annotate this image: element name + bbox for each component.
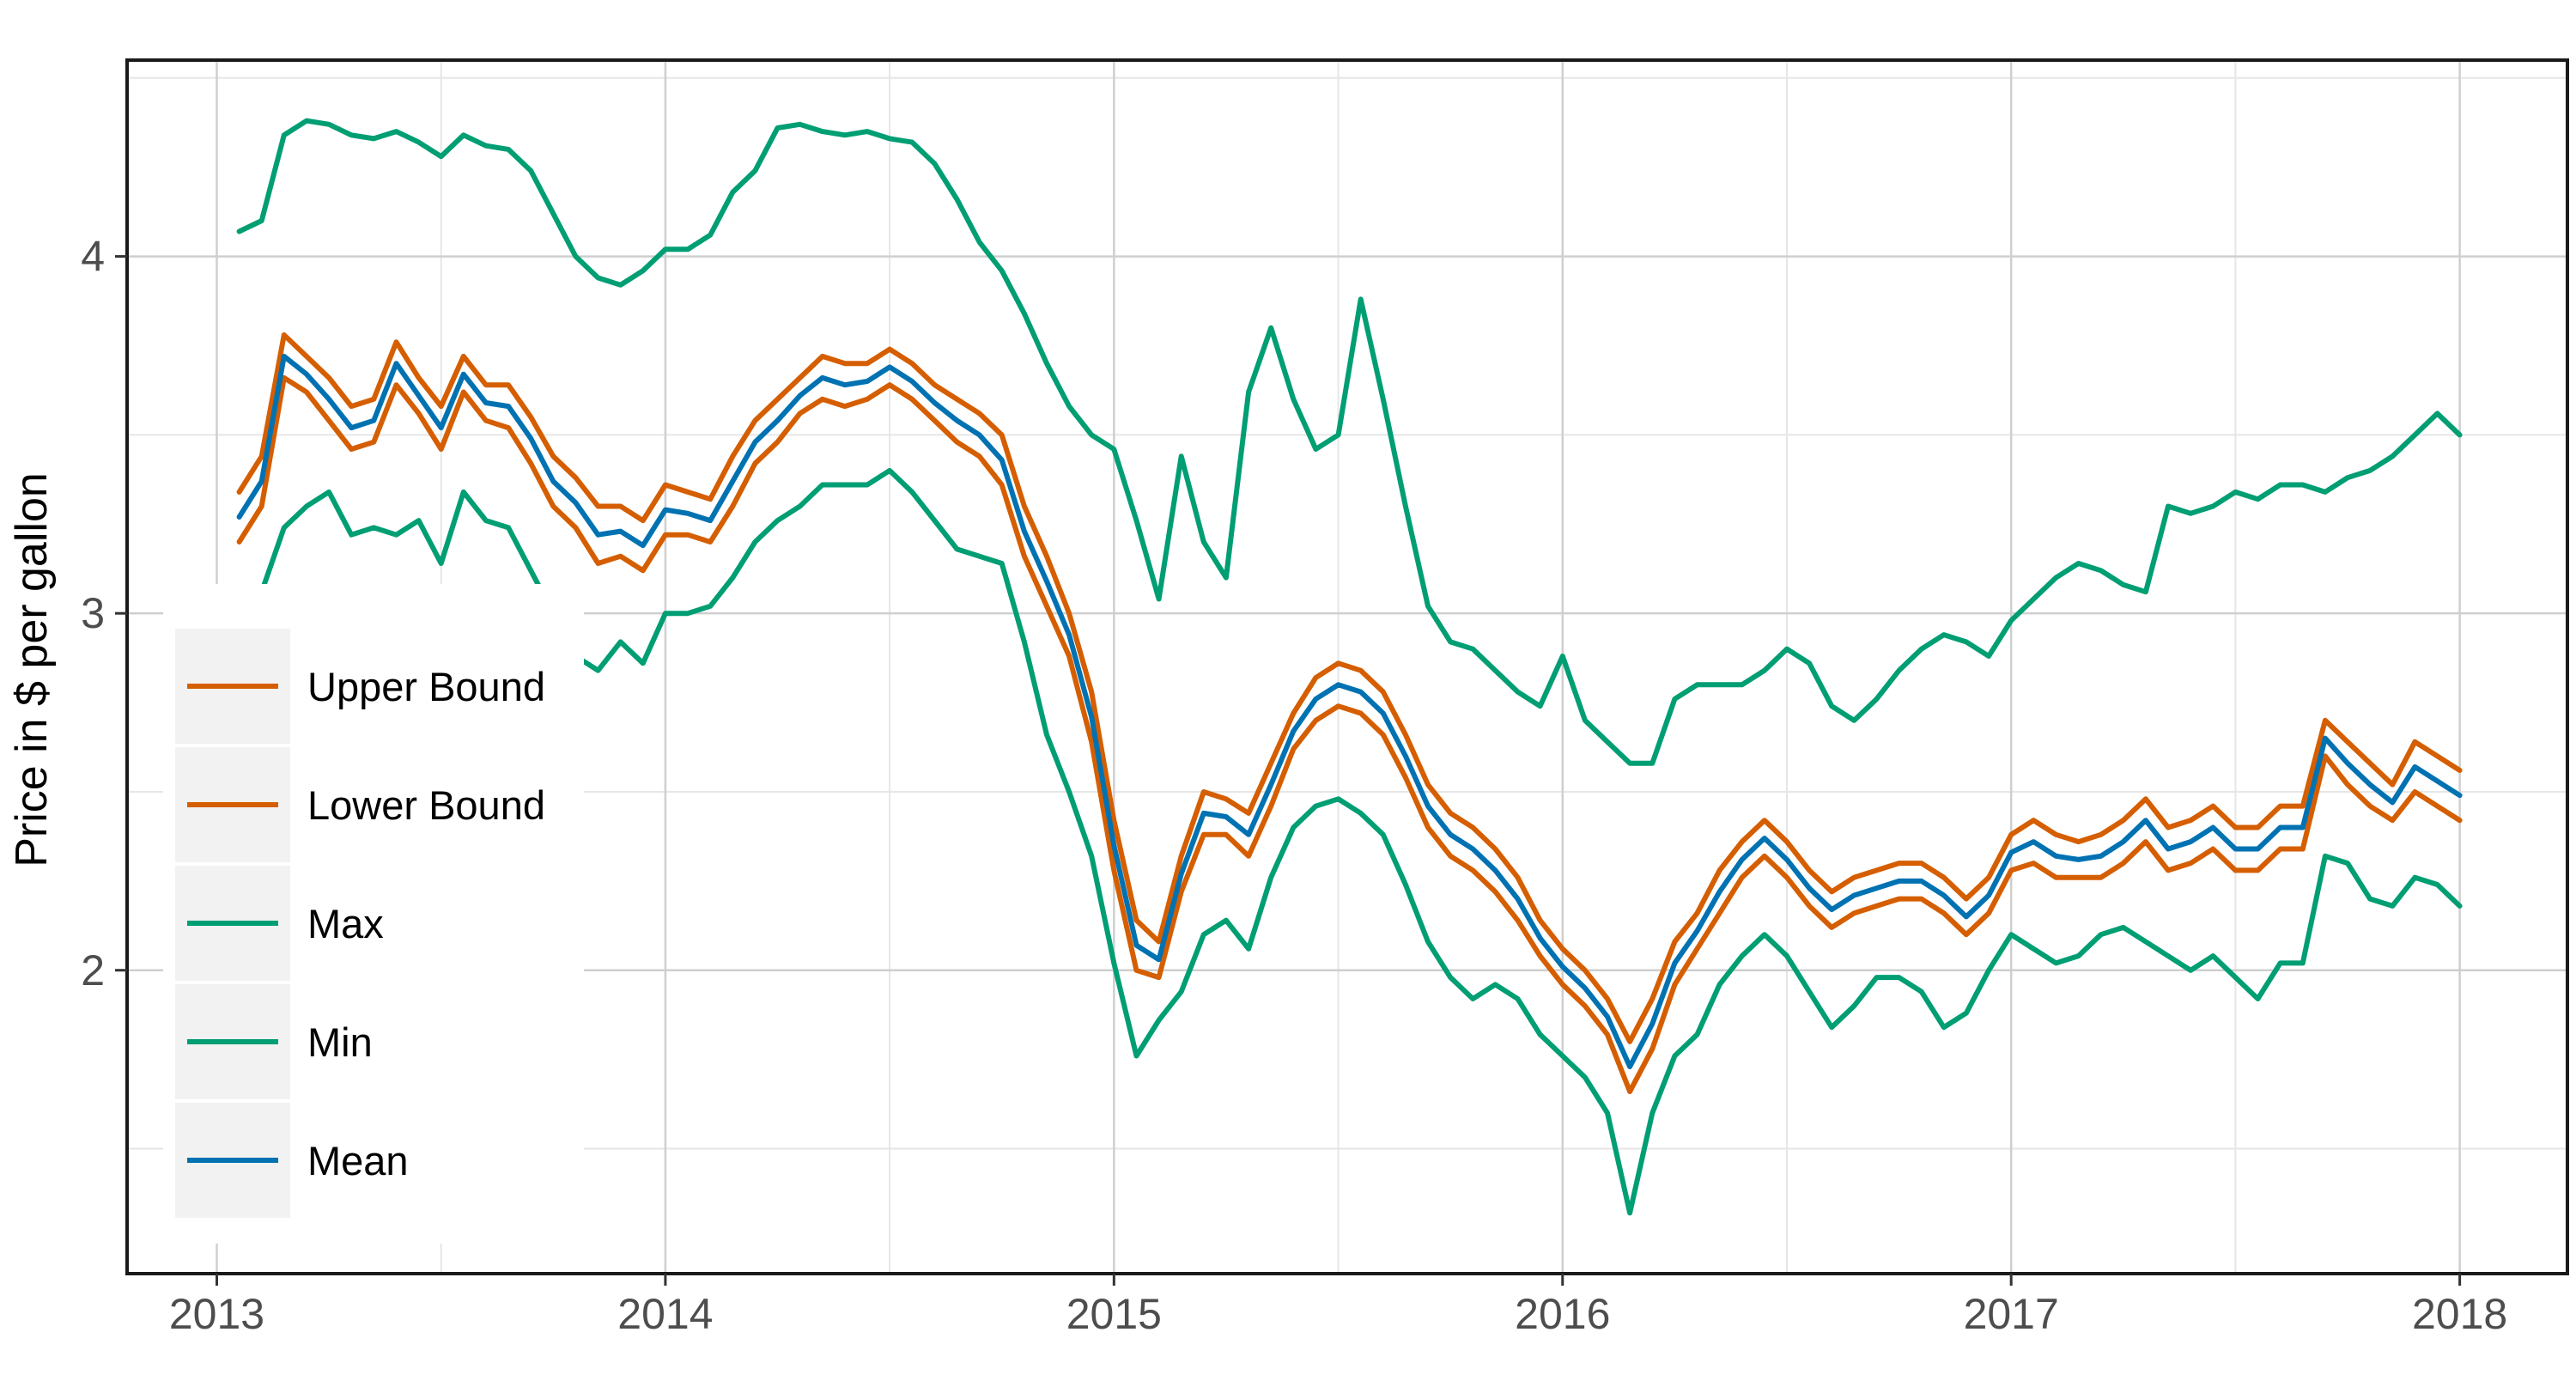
axis-ticks: 2013 2014 2015 2016 2017 2018 2 3 4 [81, 233, 2507, 1338]
legend-label-min: Min [307, 1019, 373, 1065]
series-line-lower-bound [236, 374, 2463, 1094]
x-tick-label: 2017 [1964, 1290, 2059, 1338]
series-lines [236, 118, 2463, 1216]
legend-label-lower-bound: Lower Bound [307, 782, 545, 828]
series-line-max [236, 118, 2463, 766]
legend: Upper Bound Lower Bound Max Min Mean [163, 584, 584, 1244]
series-line-upper-bound [236, 332, 2463, 1044]
y-tick-label: 4 [81, 233, 105, 281]
plot-border [125, 58, 2569, 1275]
x-tick-label: 2014 [617, 1290, 713, 1338]
y-axis-title: Price in $ per gallon [7, 472, 57, 867]
x-tick-label: 2018 [2412, 1290, 2507, 1338]
y-tick-label: 2 [81, 946, 105, 995]
legend-label-mean: Mean [307, 1138, 409, 1183]
x-tick-label: 2013 [169, 1290, 264, 1338]
y-tick-label: 3 [81, 589, 105, 637]
legend-label-upper-bound: Upper Bound [307, 664, 545, 709]
series-line-mean [236, 353, 2463, 1069]
x-tick-label: 2015 [1066, 1290, 1162, 1338]
legend-label-max: Max [307, 901, 384, 946]
x-tick-label: 2016 [1515, 1290, 1610, 1338]
series-line-min [236, 467, 2463, 1216]
